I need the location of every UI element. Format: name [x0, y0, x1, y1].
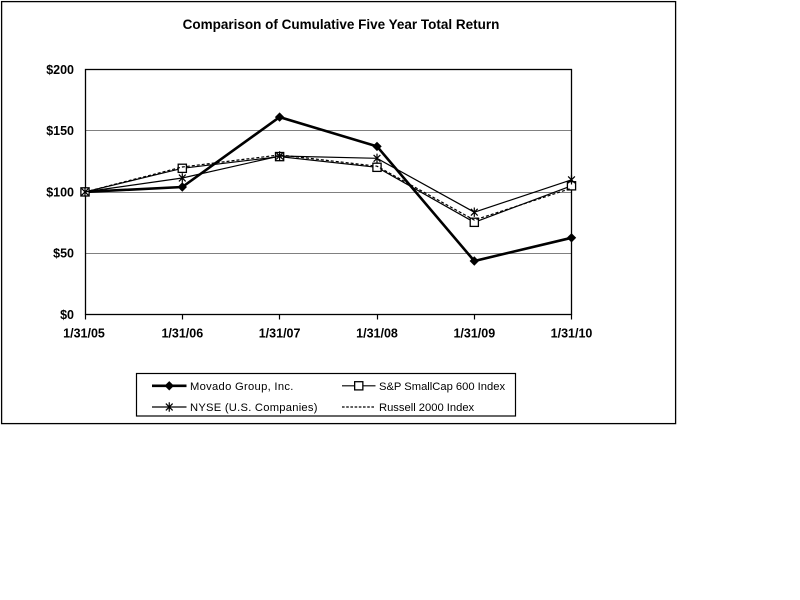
svg-text:$150: $150	[46, 124, 74, 138]
svg-text:$100: $100	[46, 185, 74, 199]
svg-text:1/31/09: 1/31/09	[453, 326, 495, 340]
svg-text:1/31/06: 1/31/06	[161, 326, 203, 340]
svg-text:$50: $50	[53, 247, 74, 261]
svg-text:Russell 2000 Index: Russell 2000 Index	[379, 402, 475, 414]
svg-text:Movado Group, Inc.: Movado Group, Inc.	[190, 381, 294, 393]
svg-text:$200: $200	[46, 63, 74, 77]
svg-text:NYSE (U.S. Companies): NYSE (U.S. Companies)	[190, 402, 318, 414]
svg-text:1/31/07: 1/31/07	[259, 326, 301, 340]
svg-text:$0: $0	[60, 308, 74, 322]
svg-text:1/31/08: 1/31/08	[356, 326, 398, 340]
svg-text:1/31/05: 1/31/05	[63, 326, 105, 340]
svg-text:S&P SmallCap 600 Index: S&P SmallCap 600 Index	[379, 381, 505, 393]
svg-text:Comparison of Cumulative Five: Comparison of Cumulative Five Year Total…	[183, 17, 500, 32]
svg-text:1/31/10: 1/31/10	[551, 326, 593, 340]
